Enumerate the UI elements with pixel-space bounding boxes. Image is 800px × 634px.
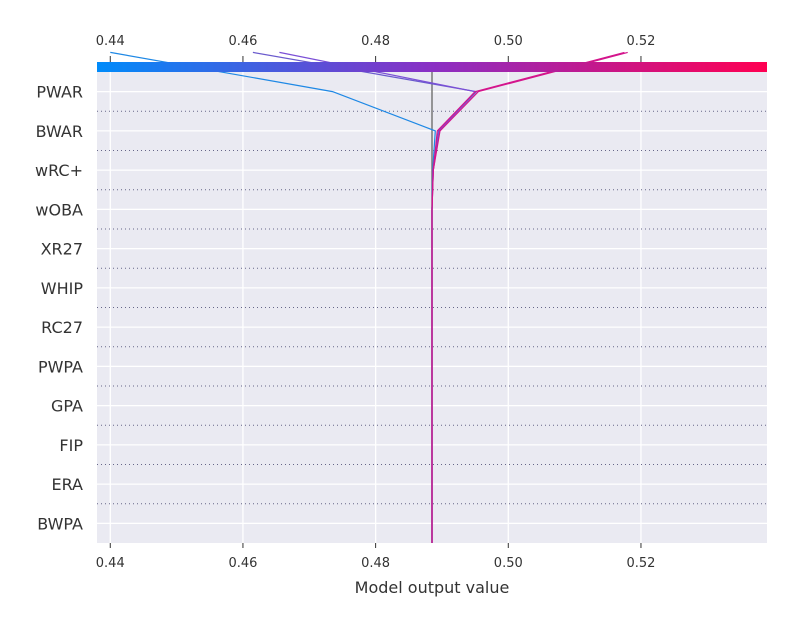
colorbar bbox=[97, 62, 767, 72]
decision-lines bbox=[110, 51, 628, 543]
x-tick-label: 0.48 bbox=[361, 556, 390, 571]
feature-label: BWAR bbox=[36, 122, 83, 141]
feature-label: wRC+ bbox=[35, 161, 83, 180]
x-tick-label-top: 0.48 bbox=[361, 34, 390, 49]
x-tick-label-top: 0.44 bbox=[96, 34, 125, 49]
feature-label: wOBA bbox=[35, 200, 83, 219]
feature-label: WHIP bbox=[41, 279, 84, 298]
feature-labels: PWAR BWAR wRC+ wOBA XR27 WHIP RC27 PWPA GPA FIP ER… bbox=[35, 83, 83, 534]
feature-label: BWPA bbox=[37, 514, 83, 533]
x-tick-label-top: 0.46 bbox=[228, 34, 257, 49]
decision-line bbox=[431, 51, 628, 543]
feature-label: PWAR bbox=[36, 83, 83, 102]
feature-label: RC27 bbox=[41, 318, 83, 337]
x-axis-title: Model output value bbox=[355, 578, 510, 597]
feature-label: FIP bbox=[59, 436, 83, 455]
axis-ticks: 0.44 0.44 0.46 0.46 0.48 0.48 0.50 0.50 0.52 0.52 bbox=[96, 34, 656, 571]
feature-label: XR27 bbox=[41, 240, 83, 259]
feature-label: GPA bbox=[51, 397, 83, 416]
x-tick-label: 0.46 bbox=[228, 556, 257, 571]
feature-label: PWPA bbox=[38, 357, 83, 376]
x-tick-label-top: 0.50 bbox=[494, 34, 523, 49]
x-tick-label-top: 0.52 bbox=[626, 34, 655, 49]
x-tick-label: 0.52 bbox=[626, 556, 655, 571]
x-tick-label: 0.44 bbox=[96, 556, 125, 571]
x-tick-label: 0.50 bbox=[494, 556, 523, 571]
feature-label: ERA bbox=[51, 475, 83, 494]
